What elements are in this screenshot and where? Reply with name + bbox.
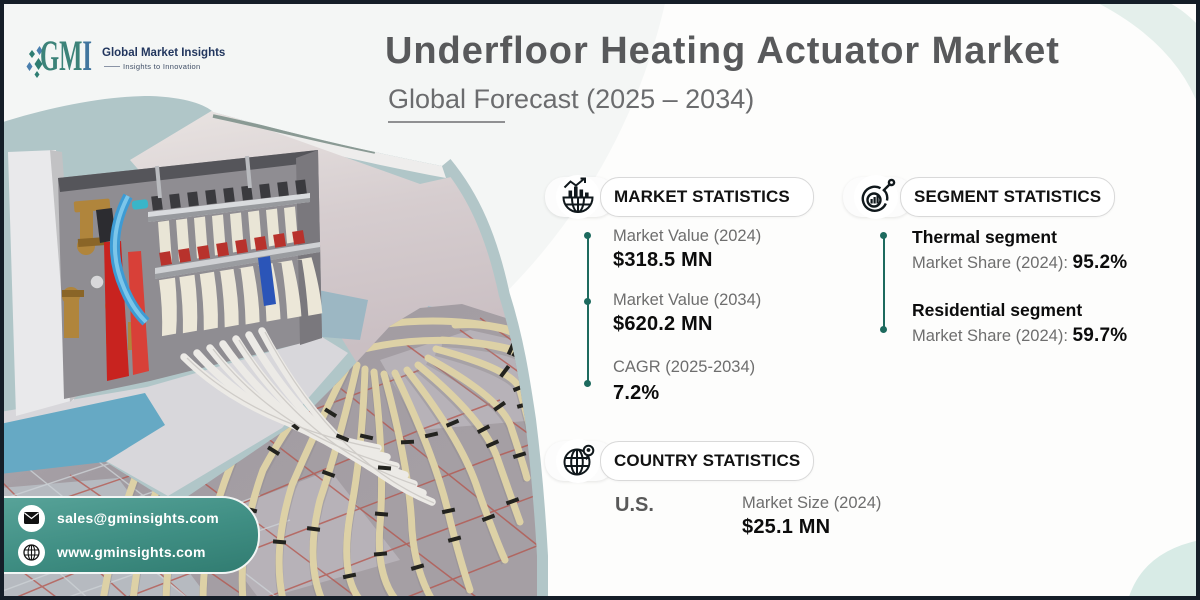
svg-text:Global Market Insights: Global Market Insights — [102, 47, 225, 59]
svg-text:Insights to Innovation: Insights to Innovation — [123, 62, 200, 71]
svg-text:GMI: GMI — [40, 38, 92, 80]
